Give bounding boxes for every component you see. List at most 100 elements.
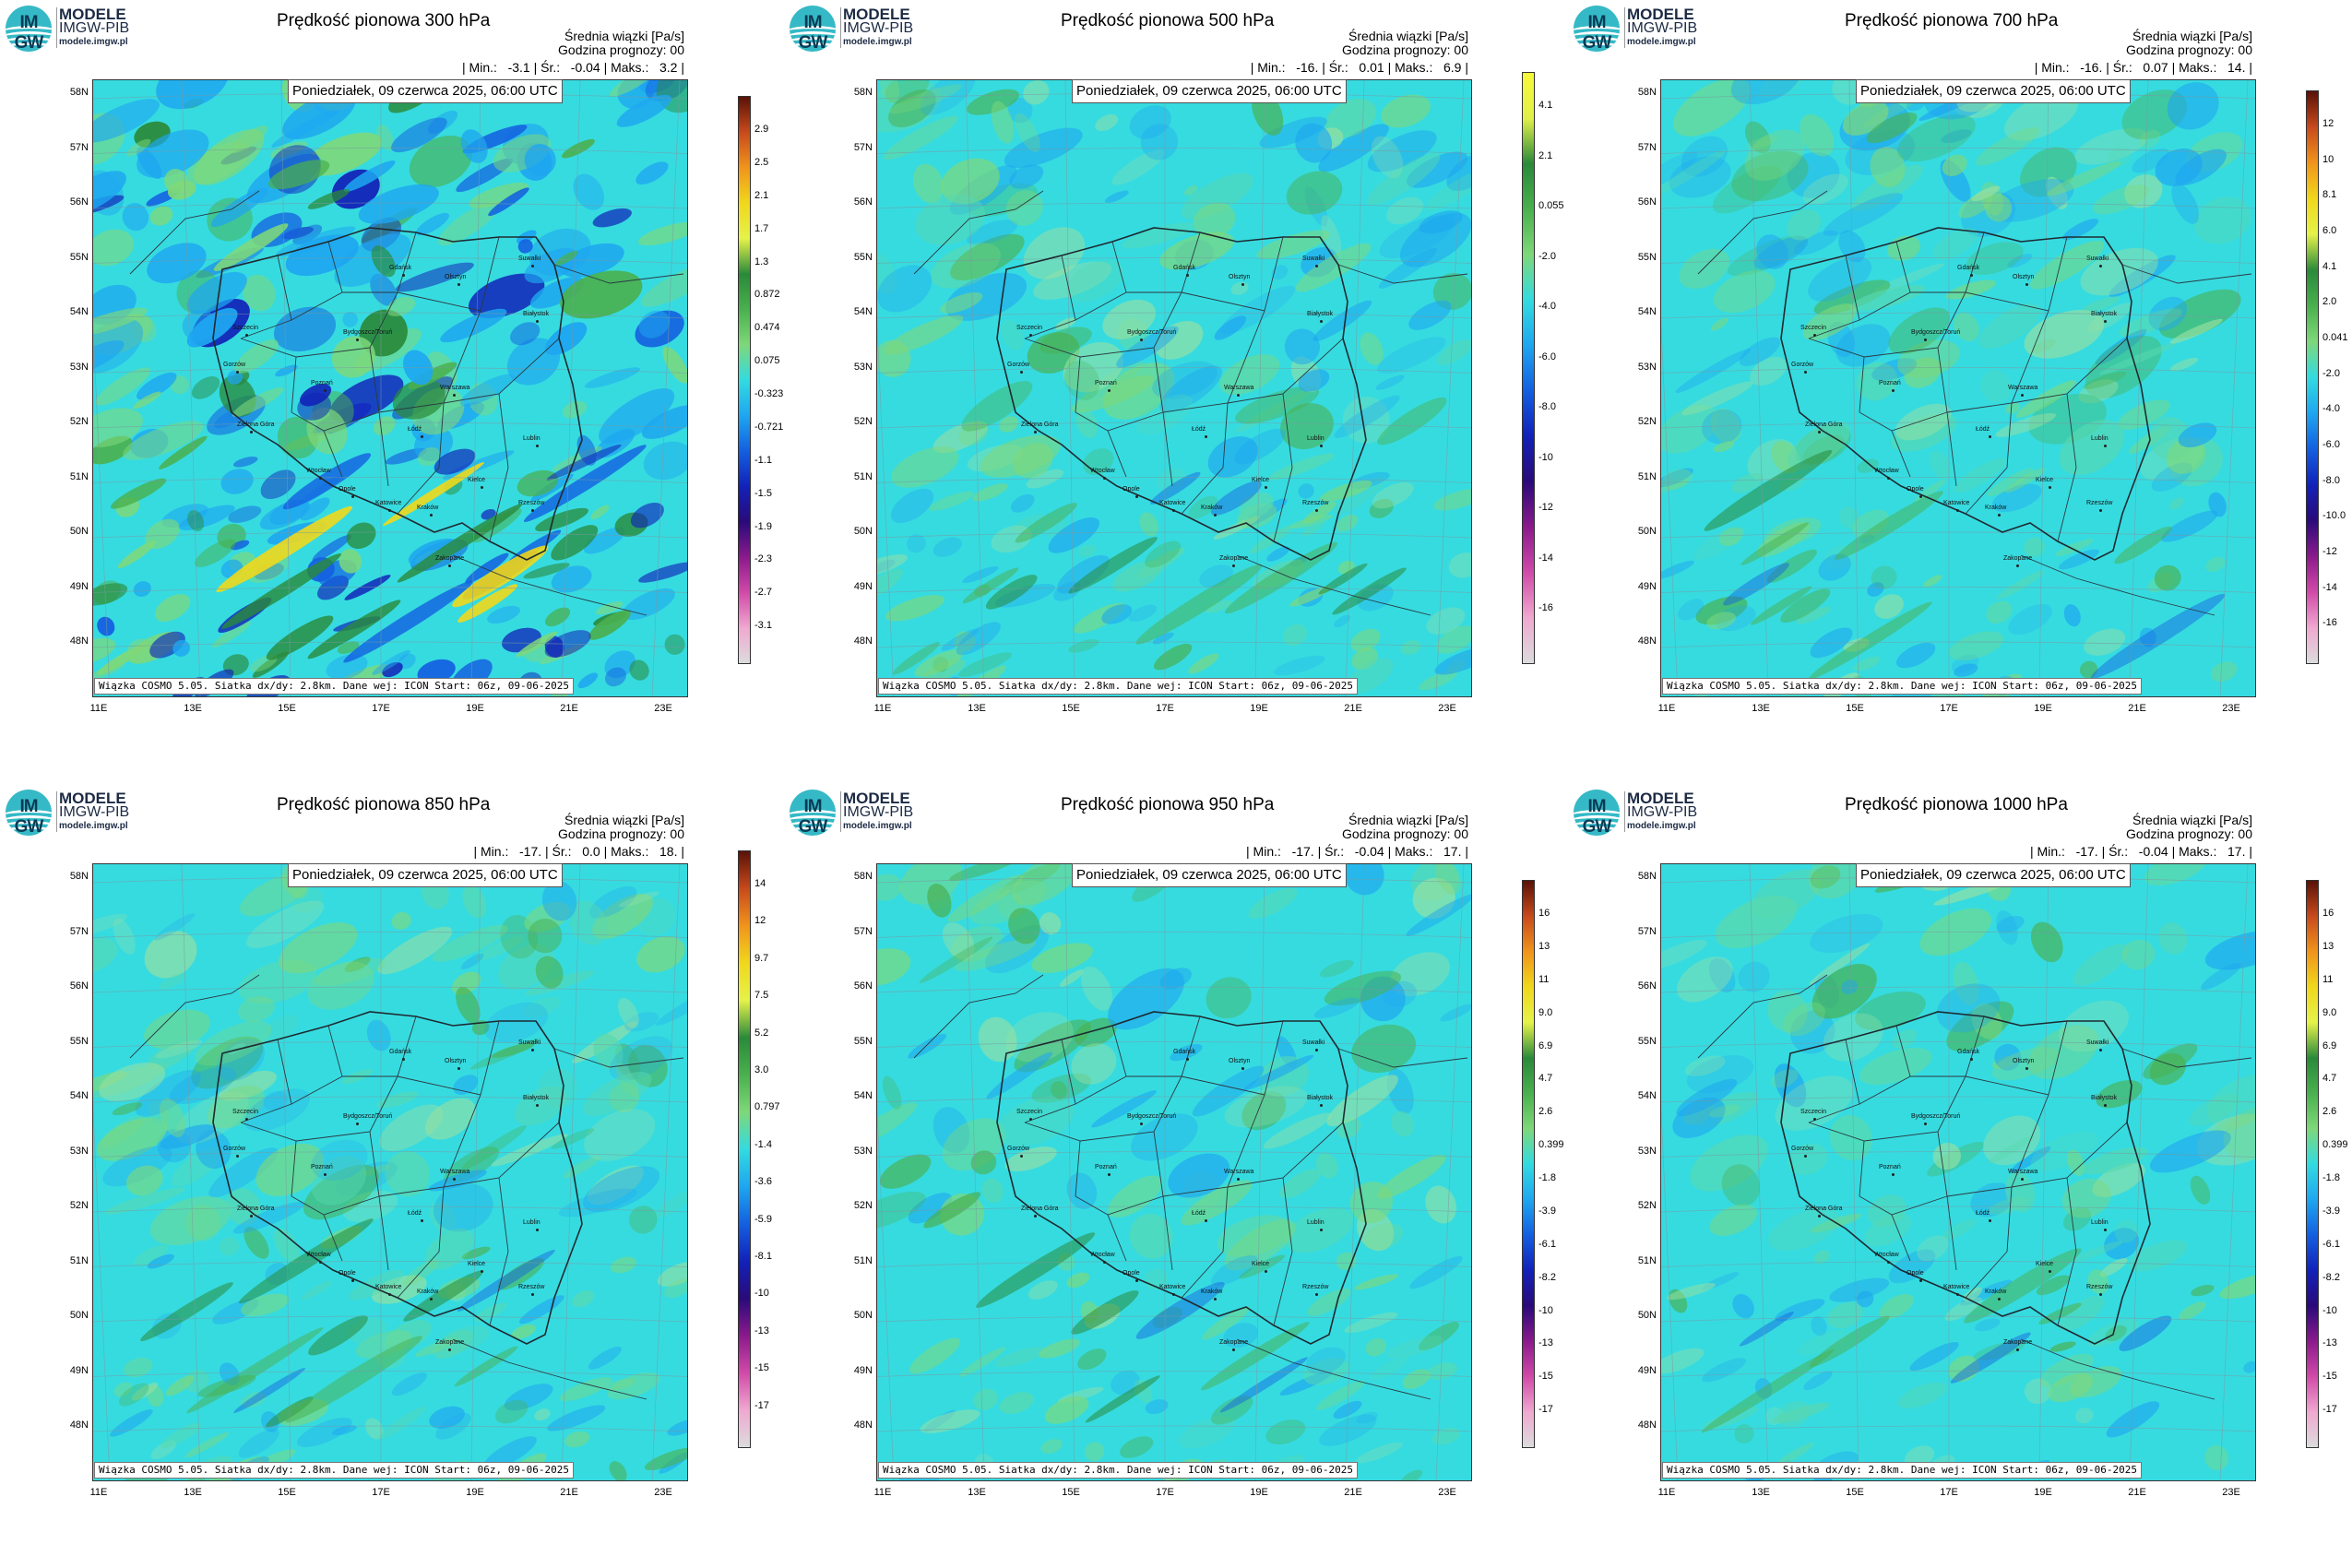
logo-wave [1574, 810, 1620, 822]
latitude-label: 51N [69, 470, 89, 482]
longitude-label: 13E [184, 703, 202, 714]
field-blob [535, 507, 589, 532]
field-blob [664, 634, 685, 655]
city-dot [1989, 435, 1991, 438]
colorbar-tick-label: 6.9 [1538, 1039, 1553, 1051]
graticule-longitude [1064, 864, 1075, 1480]
field-blob [1365, 1337, 1387, 1357]
colorbar-tick-label: -8.1 [754, 1251, 772, 1262]
city-label: Lublin [2091, 1219, 2108, 1226]
field-blob [104, 1187, 185, 1215]
latitude-label: 54N [69, 306, 89, 317]
graticule-latitude [93, 477, 687, 483]
city-label: Katowice [1943, 1284, 1970, 1290]
model-info-box: Wiązka COSMO 5.05. Siatka dx/dy: 2.8km. … [878, 1462, 1358, 1479]
imgw-logo: IM GW MODELE IMGW-PIB modele.imgw.pl [790, 6, 965, 53]
field-blob [591, 893, 653, 940]
field-blob [491, 1042, 535, 1058]
field-blob [1419, 1322, 1459, 1351]
city-dot [536, 1104, 539, 1107]
coastline [913, 974, 1044, 1059]
latitude-label: 48N [853, 1420, 873, 1431]
colorbar-tick-label: 12 [2322, 118, 2334, 129]
field-blob [956, 622, 1001, 656]
city-label: Zielona Góra [237, 422, 275, 428]
field-blob [1942, 1219, 1977, 1240]
field-blob [184, 1370, 209, 1393]
logo-line2: IMGW-PIB [59, 20, 130, 36]
field-blob [429, 1202, 457, 1232]
field-blob [1351, 647, 1378, 671]
city-dot [1989, 1219, 1991, 1222]
colorbar [738, 850, 751, 1448]
field-band [962, 567, 1019, 604]
city-dot [1232, 1348, 1235, 1351]
city-label: Kielce [2036, 1261, 2054, 1267]
logo-divider [1624, 791, 1625, 832]
field-blob [440, 308, 507, 343]
field-blob [1767, 990, 1808, 1033]
info-units: Średnia wiązki [Pa/s] [1348, 813, 1468, 827]
graticule-latitude [93, 1041, 687, 1048]
field-blob [643, 441, 687, 481]
field-blob [2059, 1000, 2129, 1052]
logo-line3: modele.imgw.pl [1627, 821, 1696, 831]
field-blob [135, 1069, 201, 1117]
longitude-label: 19E [2034, 703, 2052, 714]
field-blob [1009, 164, 1044, 189]
info-units: Średnia wiązki [Pa/s] [2132, 813, 2252, 827]
longitude-label: 11E [873, 703, 892, 714]
field-blob [1031, 1073, 1091, 1103]
stats-line: | Min.: -16. | Śr.: 0.07 | Maks.: 14. | [2034, 60, 2252, 75]
logo-badge-text: IM GW [798, 13, 828, 52]
field-blob [2103, 1228, 2140, 1260]
map-svg [93, 80, 687, 696]
field-blob [967, 220, 1018, 245]
field-blob [877, 253, 897, 295]
field-blob [1336, 514, 1359, 532]
field-blob [1039, 912, 1062, 935]
colorbar-tick-label: -10 [2322, 1304, 2337, 1316]
field-blob [616, 94, 671, 127]
voivodeship-border [1181, 402, 1229, 515]
city-label: Wrocław [306, 1252, 331, 1258]
voivodeship-border [489, 1177, 509, 1326]
colorbar-tick-label: 14 [754, 878, 766, 889]
graticule-latitude [93, 367, 687, 374]
city-dot [1924, 1123, 1927, 1125]
field-blob [1681, 381, 1753, 416]
field-blob [172, 639, 190, 657]
field-blob [2005, 402, 2021, 414]
latitude-label: 54N [853, 306, 873, 317]
field-blob [1298, 369, 1330, 392]
field-blob [2219, 1273, 2255, 1300]
field-blob [2062, 1207, 2092, 1231]
colorbar-tick-label: -6.1 [2322, 1238, 2340, 1250]
graticule-latitude [93, 932, 687, 938]
field-blob [1788, 1143, 1828, 1175]
city-dot [250, 431, 253, 434]
stats-line: | Min.: -3.1 | Śr.: -0.04 | Maks.: 3.2 | [462, 60, 684, 75]
field-blob [1888, 1249, 1936, 1284]
latitude-label: 50N [1637, 1310, 1657, 1321]
field-blob [1426, 607, 1466, 635]
city-label: Opole [1907, 1270, 1924, 1277]
logo-wave [790, 821, 836, 833]
field-blob [2046, 160, 2121, 196]
graticule-latitude [1661, 312, 2255, 319]
colorbar-tick-label: 0.041 [2322, 332, 2348, 343]
city-dot [1892, 1173, 1895, 1176]
field-blob [349, 1269, 405, 1301]
imgw-logo: IM GW MODELE IMGW-PIB modele.imgw.pl [790, 790, 965, 837]
field-blob [967, 183, 1038, 218]
field-blob [1066, 1172, 1098, 1209]
longitude-label: 21E [2128, 703, 2146, 714]
field-blob [1379, 215, 1455, 259]
field-blob [546, 444, 622, 481]
field-blob [1948, 1355, 1980, 1383]
info-forecast-hour: Godzina prognozy: 00 [558, 42, 684, 57]
logo-badge-text: IM GW [14, 13, 44, 52]
colorbar-tick-label: -1.8 [1538, 1172, 1556, 1183]
field-blob [1334, 476, 1387, 515]
field-blob [416, 212, 450, 236]
